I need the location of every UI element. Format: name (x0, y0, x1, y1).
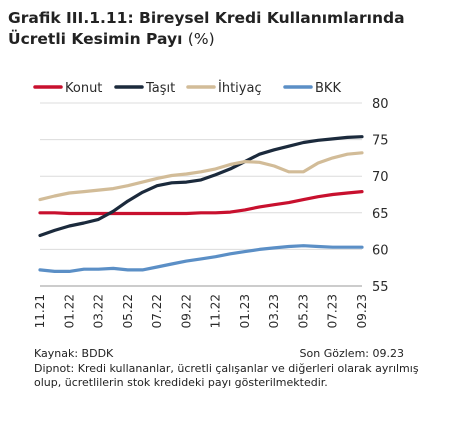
chart-footer: Kaynak: BDDK Son Gözlem: 09.23 Dipnot: K… (34, 347, 444, 391)
x-tick-label: 09.22 (179, 294, 193, 328)
x-tick-label: 03.23 (267, 294, 281, 328)
source-text: Kaynak: BDDK (34, 347, 114, 360)
last-observation-text: Son Gözlem: 09.23 (299, 347, 404, 360)
chart-title-line2-text: Ücretli Kesimin Payı (8, 30, 183, 48)
chart-title-unit: (%) (187, 30, 215, 48)
x-tick-label: 09.23 (355, 294, 369, 328)
x-tick-label: 03.22 (92, 294, 106, 328)
x-axis: 11.21 01.22 03.22 05.22 07.22 09.22 11.22 01.23… (33, 294, 369, 328)
y-tick-label: 80 (372, 97, 389, 112)
x-tick-label: 11.21 (33, 294, 47, 328)
series-line-konut (38, 190, 364, 216)
chart-legend: Konut Taşıt İhtiyaç BKK (33, 80, 341, 96)
legend-label: Konut (65, 81, 102, 96)
chart-title: Grafik III.1.11: Bireysel Kredi Kullanım… (8, 8, 438, 50)
x-tick-label: 01.22 (62, 294, 76, 328)
y-tick-label: 60 (372, 243, 389, 258)
y-tick-label: 55 (372, 280, 389, 295)
y-tick-label: 65 (372, 207, 389, 222)
chart-title-line2: Ücretli Kesimin Payı (%) (8, 29, 438, 50)
legend-label: BKK (315, 81, 341, 96)
legend-label: İhtiyaç (218, 80, 262, 96)
legend-label: Taşıt (145, 81, 175, 96)
series-line-bkk (38, 244, 364, 273)
y-tick-label: 70 (372, 170, 389, 185)
y-tick-label: 75 (372, 134, 389, 149)
chart-title-line1: Grafik III.1.11: Bireysel Kredi Kullanım… (8, 9, 405, 27)
y-axis: 55 60 65 70 75 80 (372, 97, 389, 295)
x-tick-label: 11.22 (209, 294, 223, 328)
series-line-i̇htiyaç (38, 151, 364, 202)
x-tick-label: 05.22 (121, 294, 135, 328)
x-tick-label: 07.23 (326, 294, 340, 328)
series-line-taşıt (38, 135, 364, 238)
x-tick-label: 05.23 (296, 294, 310, 328)
footnote-text: Dipnot: Kredi kullananlar, ücretli çalış… (34, 361, 419, 390)
x-tick-label: 01.23 (238, 294, 252, 328)
x-tick-label: 07.22 (150, 294, 164, 328)
line-chart: Konut Taşıt İhtiyaç BKK 55 60 65 70 75 80 11.21 0… (33, 80, 389, 328)
chart-series (38, 135, 364, 273)
